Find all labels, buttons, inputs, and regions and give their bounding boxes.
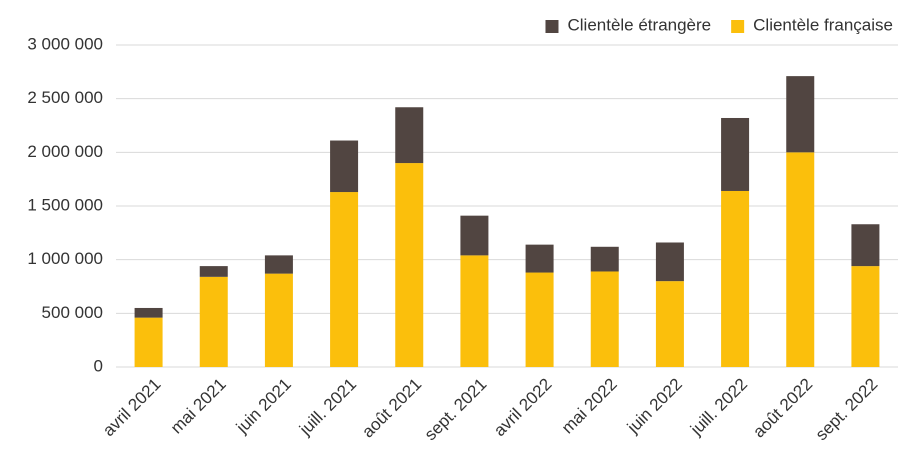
bar-segment — [395, 163, 424, 367]
bar-segment — [460, 215, 489, 256]
bar-segment — [264, 255, 293, 274]
x-tick-label: juill. 2022 — [686, 375, 751, 440]
bar-segment — [134, 307, 163, 318]
y-tick-label: 0 — [94, 356, 103, 375]
y-tick-label: 500 000 — [42, 303, 103, 322]
bar-segment — [851, 224, 880, 267]
y-tick-label: 2 500 000 — [27, 88, 103, 107]
x-tick-label: août 2022 — [749, 375, 816, 442]
bar-segment — [786, 152, 815, 367]
legend-label: Clientèle étrangère — [567, 15, 711, 34]
x-tick-label: juin 2022 — [623, 375, 686, 438]
bar-segment — [330, 192, 359, 367]
bar-segment — [590, 246, 619, 272]
bar-segment — [134, 317, 163, 367]
x-tick-label: juin 2021 — [232, 375, 295, 438]
y-tick-label: 1 500 000 — [27, 195, 103, 214]
legend-swatch — [731, 20, 745, 33]
bar-segment — [721, 190, 750, 367]
x-tick-label: avril 2021 — [99, 375, 165, 441]
bar-segment — [199, 266, 228, 277]
bar-segment — [199, 276, 228, 367]
bar-segment — [721, 117, 750, 191]
legend-label: Clientèle française — [753, 15, 893, 34]
x-tick-label: avril 2022 — [490, 375, 556, 441]
y-tick-label: 2 000 000 — [27, 142, 103, 161]
y-tick-label: 1 000 000 — [27, 249, 103, 268]
bar-segment — [264, 273, 293, 367]
x-tick-label: sept. 2021 — [421, 375, 491, 445]
x-tick-label: sept. 2022 — [812, 375, 882, 445]
x-tick-label: juill. 2021 — [295, 375, 360, 440]
x-tick-label: août 2021 — [358, 375, 425, 442]
bar-segment — [655, 242, 684, 282]
bar-segment — [460, 255, 489, 367]
bar-segment — [786, 76, 815, 153]
legend-swatch — [545, 20, 559, 33]
bar-segment — [525, 272, 554, 367]
x-tick-label: mai 2022 — [558, 375, 621, 438]
y-tick-label: 3 000 000 — [27, 34, 103, 53]
bar-segment — [851, 266, 880, 367]
bar-segment — [330, 140, 359, 193]
x-tick-label: mai 2021 — [167, 375, 230, 438]
bar-segment — [395, 107, 424, 164]
bar-segment — [655, 281, 684, 367]
bar-segment — [525, 244, 554, 273]
bar-segment — [590, 271, 619, 367]
